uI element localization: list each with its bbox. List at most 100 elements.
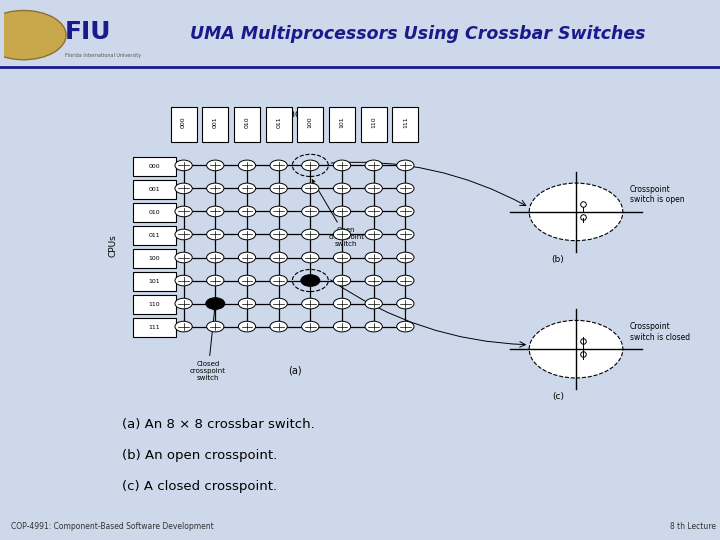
Text: 110: 110: [372, 116, 376, 128]
Circle shape: [175, 229, 192, 240]
Circle shape: [365, 229, 382, 240]
FancyBboxPatch shape: [133, 318, 176, 337]
Circle shape: [207, 160, 224, 171]
Text: Florida International University: Florida International University: [65, 53, 141, 58]
Text: 011: 011: [276, 116, 281, 128]
Text: (a): (a): [288, 366, 301, 376]
Circle shape: [397, 321, 414, 332]
Circle shape: [270, 275, 287, 286]
Text: 110: 110: [148, 302, 160, 307]
Circle shape: [270, 183, 287, 194]
Circle shape: [302, 229, 319, 240]
Circle shape: [0, 10, 66, 60]
Circle shape: [333, 321, 351, 332]
Text: COP-4991: Component-Based Software Development: COP-4991: Component-Based Software Devel…: [11, 522, 214, 531]
Circle shape: [207, 252, 224, 263]
FancyBboxPatch shape: [361, 107, 387, 142]
Circle shape: [397, 275, 414, 286]
Text: 001: 001: [213, 116, 217, 128]
Circle shape: [270, 206, 287, 217]
Text: (b) An open crosspoint.: (b) An open crosspoint.: [122, 449, 278, 462]
Circle shape: [238, 252, 256, 263]
Text: 111: 111: [148, 325, 160, 330]
Circle shape: [238, 160, 256, 171]
Circle shape: [397, 229, 414, 240]
Circle shape: [175, 298, 192, 309]
Text: (c) A closed crosspoint.: (c) A closed crosspoint.: [122, 480, 277, 493]
Circle shape: [175, 183, 192, 194]
Circle shape: [333, 229, 351, 240]
FancyBboxPatch shape: [133, 180, 176, 199]
Circle shape: [238, 206, 256, 217]
Circle shape: [302, 206, 319, 217]
Circle shape: [397, 252, 414, 263]
Circle shape: [302, 160, 319, 171]
Circle shape: [333, 252, 351, 263]
Circle shape: [365, 321, 382, 332]
Text: 001: 001: [148, 187, 160, 192]
Text: (a) An 8 × 8 crossbar switch.: (a) An 8 × 8 crossbar switch.: [122, 418, 315, 431]
Text: 111: 111: [403, 116, 408, 128]
Text: Crosspoint
switch is closed: Crosspoint switch is closed: [630, 322, 690, 342]
Circle shape: [175, 252, 192, 263]
Text: (b): (b): [552, 255, 564, 264]
FancyBboxPatch shape: [329, 107, 355, 142]
Text: 010: 010: [245, 116, 249, 128]
Text: Memories: Memories: [271, 110, 318, 119]
Circle shape: [529, 183, 623, 241]
Circle shape: [207, 275, 224, 286]
Circle shape: [397, 160, 414, 171]
Circle shape: [301, 275, 320, 286]
Text: th Lecture    12: th Lecture 12: [677, 522, 720, 531]
Circle shape: [270, 321, 287, 332]
FancyBboxPatch shape: [133, 272, 176, 291]
Circle shape: [302, 183, 319, 194]
Text: CPUs: CPUs: [109, 234, 117, 258]
Circle shape: [397, 183, 414, 194]
FancyBboxPatch shape: [133, 248, 176, 268]
Text: 010: 010: [148, 210, 160, 215]
Circle shape: [529, 320, 623, 378]
FancyBboxPatch shape: [171, 107, 197, 142]
Circle shape: [365, 183, 382, 194]
Text: 101: 101: [340, 116, 344, 128]
Circle shape: [175, 206, 192, 217]
FancyBboxPatch shape: [234, 107, 260, 142]
Circle shape: [270, 252, 287, 263]
Circle shape: [238, 321, 256, 332]
Text: 8: 8: [670, 522, 675, 531]
FancyBboxPatch shape: [133, 295, 176, 314]
Circle shape: [175, 321, 192, 332]
FancyBboxPatch shape: [133, 157, 176, 176]
Circle shape: [207, 321, 224, 332]
Circle shape: [238, 275, 256, 286]
Circle shape: [365, 160, 382, 171]
Text: 101: 101: [148, 279, 160, 284]
FancyBboxPatch shape: [133, 202, 176, 222]
Circle shape: [365, 275, 382, 286]
Text: Open
crosspoint
switch: Open crosspoint switch: [312, 180, 364, 247]
Circle shape: [238, 183, 256, 194]
Circle shape: [333, 160, 351, 171]
FancyBboxPatch shape: [297, 107, 323, 142]
FancyBboxPatch shape: [392, 107, 418, 142]
Circle shape: [302, 298, 319, 309]
Text: Closed
crosspoint
switch: Closed crosspoint switch: [190, 307, 226, 381]
Text: 100: 100: [148, 256, 160, 261]
Text: FIU: FIU: [65, 20, 112, 44]
Circle shape: [207, 183, 224, 194]
Circle shape: [175, 275, 192, 286]
FancyBboxPatch shape: [266, 107, 292, 142]
Circle shape: [175, 160, 192, 171]
Text: 100: 100: [308, 116, 312, 128]
Circle shape: [207, 229, 224, 240]
Circle shape: [238, 229, 256, 240]
Text: 000: 000: [181, 116, 186, 128]
Circle shape: [238, 298, 256, 309]
Circle shape: [365, 206, 382, 217]
Circle shape: [270, 229, 287, 240]
Circle shape: [333, 275, 351, 286]
Circle shape: [397, 298, 414, 309]
Circle shape: [333, 183, 351, 194]
Text: UMA Multiprocessors Using Crossbar Switches: UMA Multiprocessors Using Crossbar Switc…: [190, 25, 645, 43]
